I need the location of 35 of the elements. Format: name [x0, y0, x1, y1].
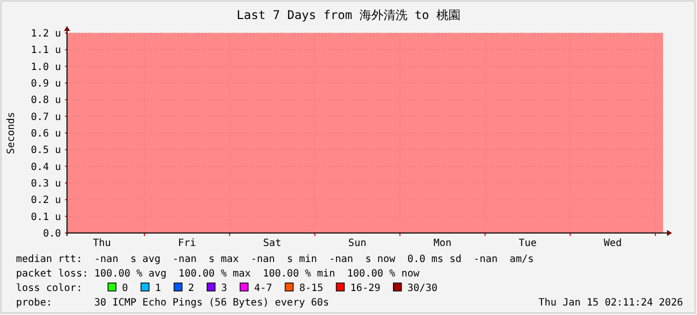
y-tick-label: 0.7 u — [30, 112, 61, 123]
legend-label: 3 — [221, 283, 228, 294]
y-tick-label: 0.9 u — [30, 78, 61, 90]
y-tick-label: 0.3 u — [30, 178, 61, 190]
text: Thu Jan 15 02:11:24 2026 — [538, 298, 683, 308]
legend-label: 4-7 — [254, 283, 272, 294]
text: probe: 30 ICMP Echo Pings (56 Bytes) every 60s — [16, 298, 330, 308]
legend-label: 2 — [188, 283, 194, 294]
y-tick-label: 1.0 u — [30, 62, 61, 73]
text: packet loss: 100.00 % avg 100.00 % max 100.00 % min 100.00 % now — [16, 268, 420, 280]
legend-label: 1 — [155, 283, 162, 294]
y-tick-label: 0.6 u — [30, 128, 61, 140]
x-tick-label: Fri — [178, 238, 196, 249]
legend-label: 8-15 — [299, 283, 324, 294]
y-tick-label: 0.0 — [42, 228, 61, 240]
y-tick-label: 0.4 u — [30, 162, 61, 173]
y-tick-label: 1.2 u — [30, 28, 61, 40]
x-tick-label: Thu — [92, 238, 111, 249]
legend-label: 30/30 — [407, 283, 438, 294]
x-tick-label: Sun — [348, 238, 366, 249]
y-tick-label: 0.5 u — [30, 145, 61, 156]
legend-label: 0 — [122, 283, 128, 294]
x-tick-label: Sat — [263, 238, 282, 249]
legend-title: loss color: — [16, 283, 82, 294]
y-tick-label: 1.1 u — [30, 45, 61, 56]
chart-title: Last 7 Days from 海外清洗 to 桃園 — [236, 8, 460, 22]
legend-label: 16-29 — [350, 283, 380, 294]
x-tick-label: Mon — [433, 238, 452, 249]
text: median rtt: -nan s avg -nan s max -nan s min -nan s now 0.0 ms sd -nan am/s — [16, 254, 534, 265]
y-tick-label: 0.8 u — [30, 95, 61, 106]
y-tick-label: 0.2 u — [30, 195, 61, 206]
x-tick-label: Wed — [604, 238, 622, 249]
y-axis-title: Seconds — [6, 112, 17, 154]
y-tick-label: 0.1 u — [30, 212, 61, 223]
x-tick-label: Tue — [518, 238, 537, 249]
